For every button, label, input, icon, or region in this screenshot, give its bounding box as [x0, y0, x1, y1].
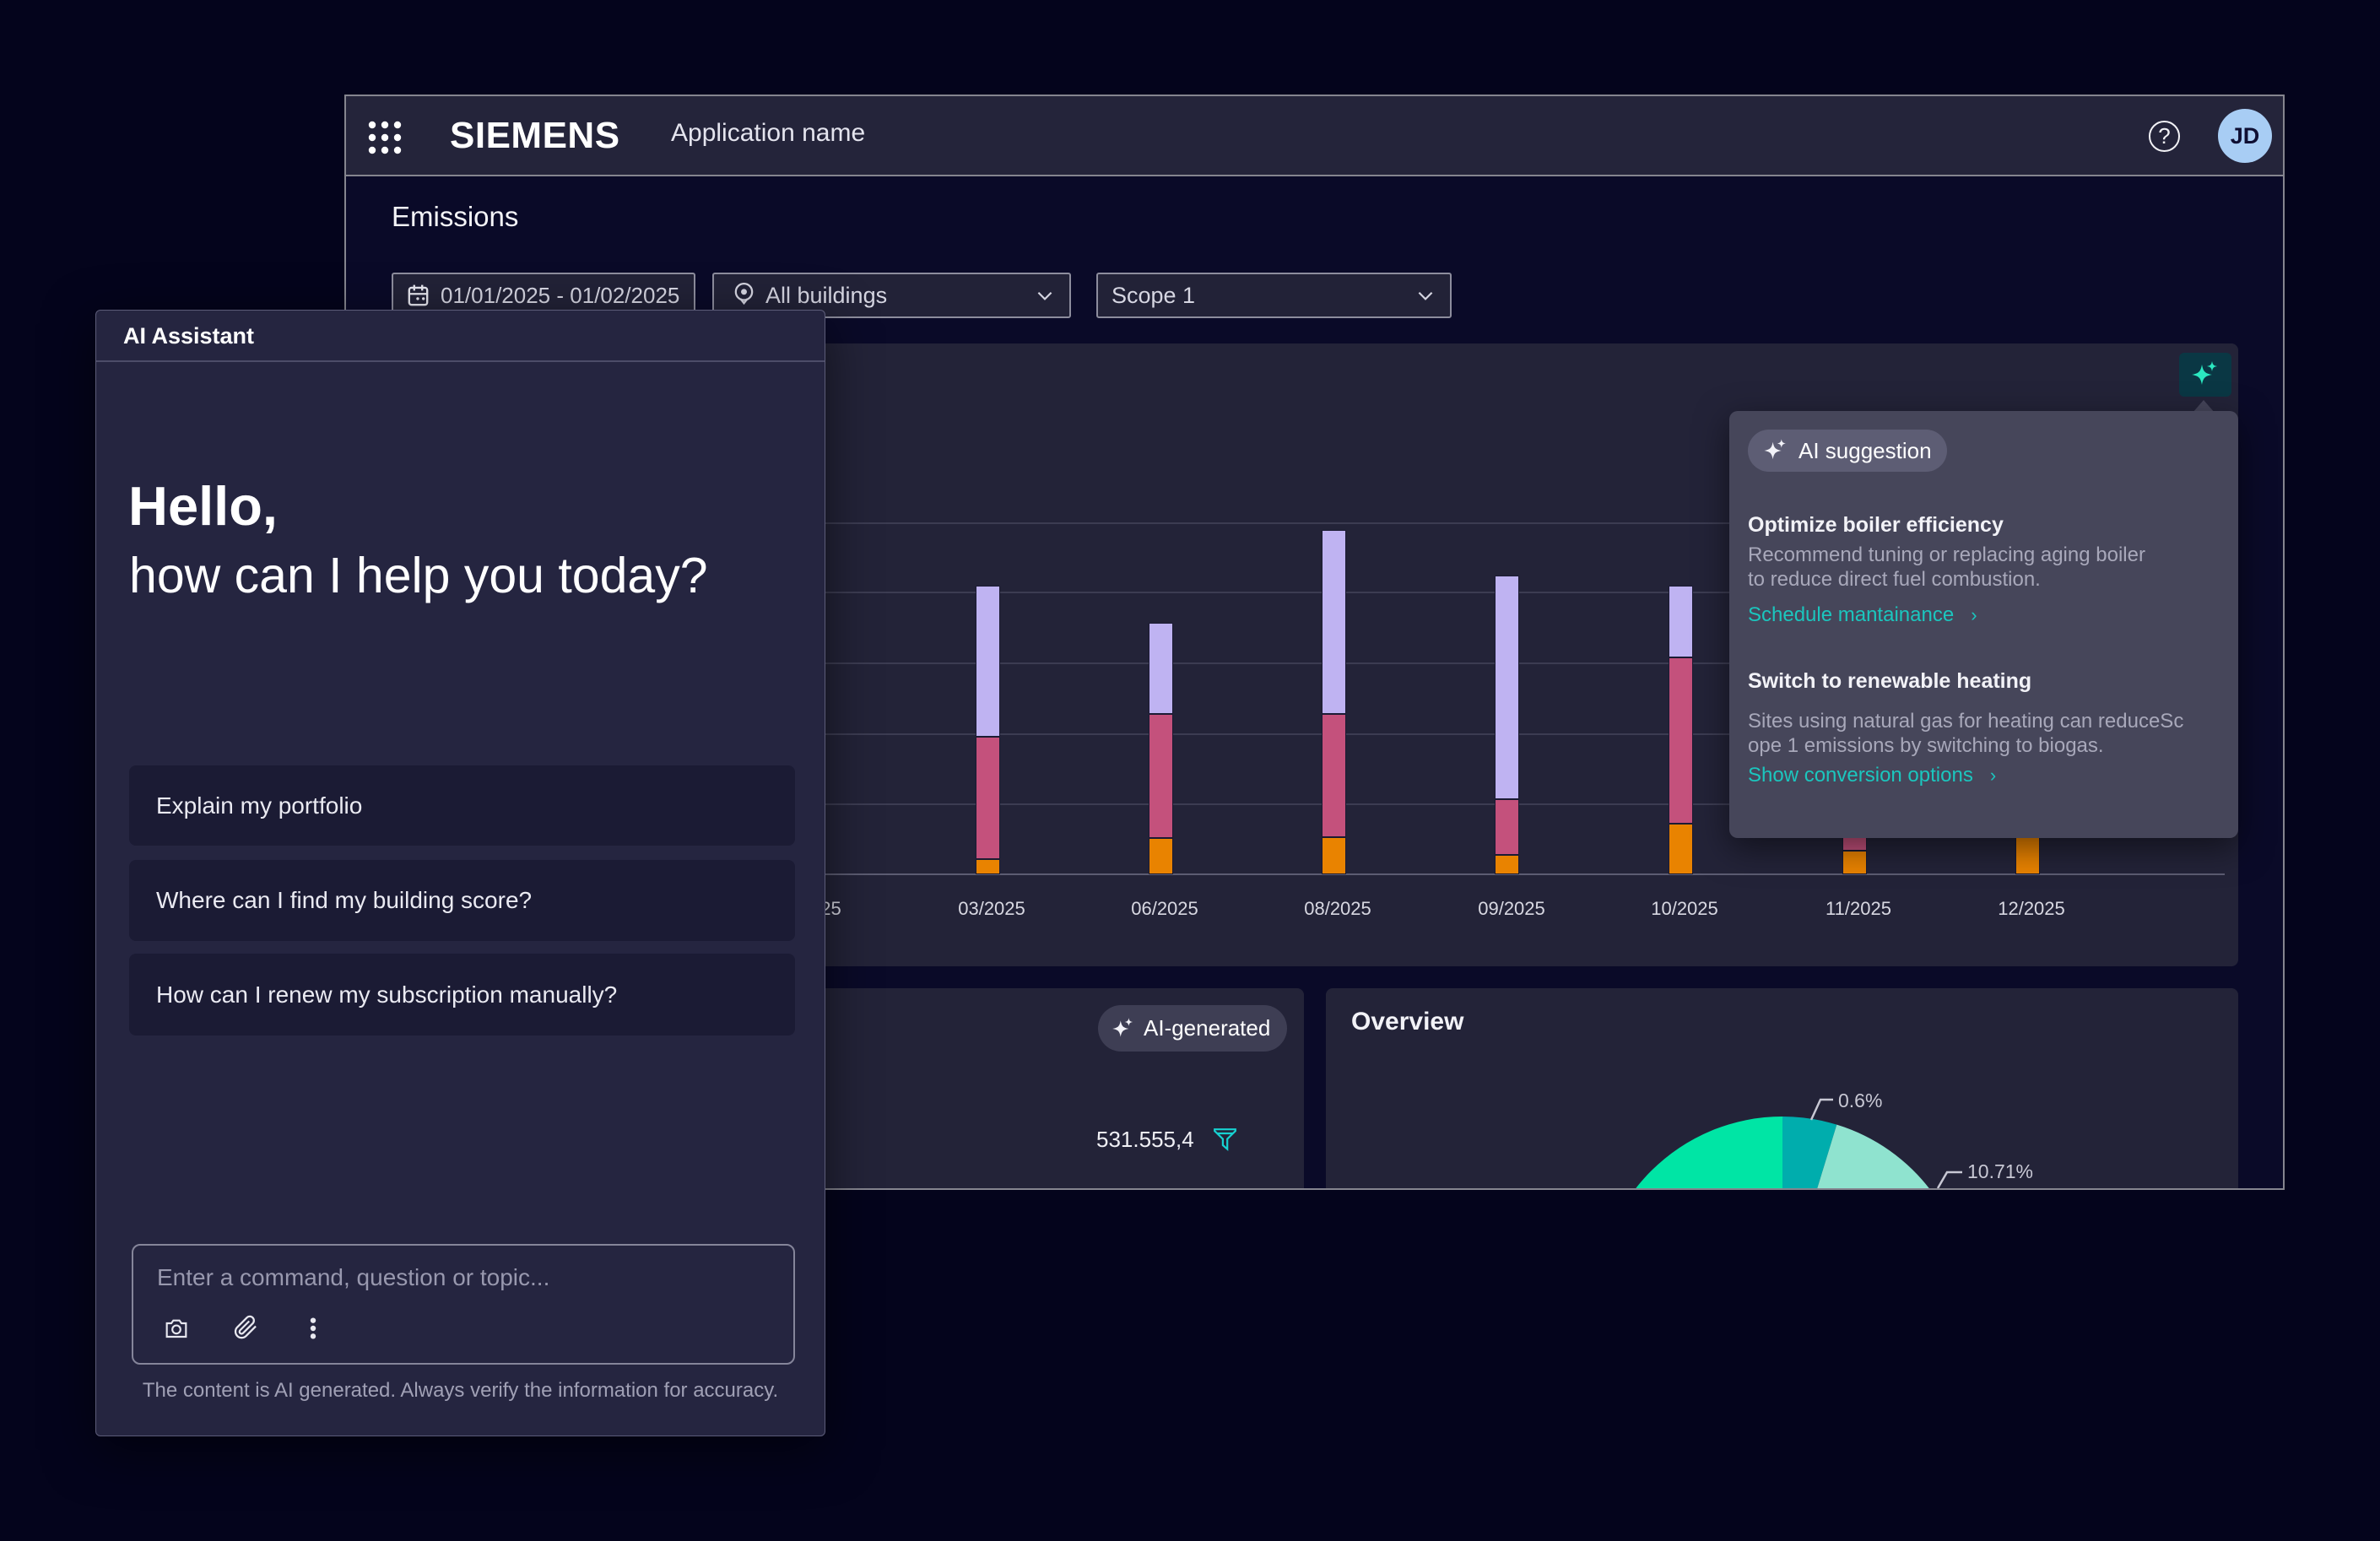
svg-text:10.71%: 10.71%	[1967, 1160, 2033, 1182]
svg-text:0.6%: 0.6%	[1838, 1090, 1882, 1111]
